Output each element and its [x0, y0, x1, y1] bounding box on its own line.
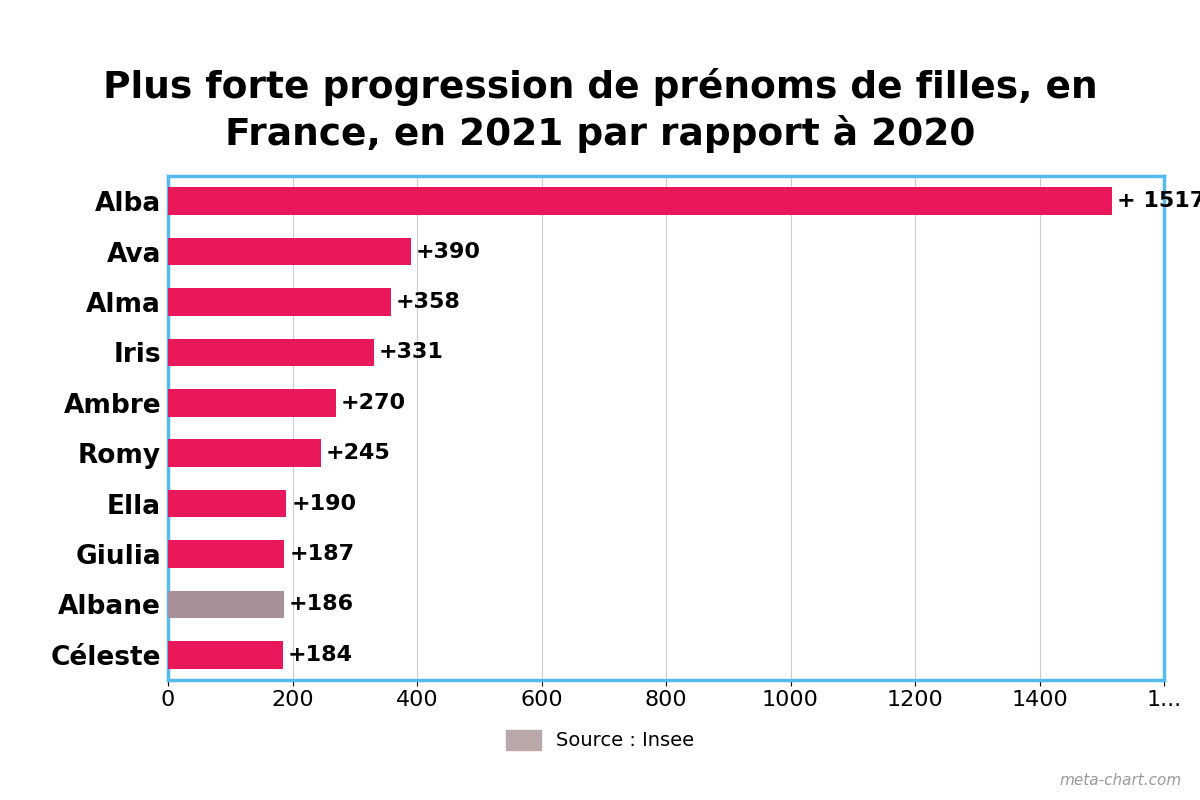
Bar: [168, 338, 374, 366]
Bar: [168, 187, 1112, 215]
Bar: [168, 439, 320, 467]
Text: +184: +184: [288, 645, 353, 665]
Text: +270: +270: [341, 393, 406, 413]
Text: +331: +331: [379, 342, 444, 362]
Text: meta-chart.com: meta-chart.com: [1060, 773, 1182, 788]
Bar: [168, 238, 410, 266]
Text: + 1517: + 1517: [1117, 191, 1200, 211]
Text: Plus forte progression de prénoms de filles, en
France, en 2021 par rapport à 20: Plus forte progression de prénoms de fil…: [103, 68, 1097, 153]
Bar: [168, 540, 284, 568]
Text: +245: +245: [325, 443, 390, 463]
Text: +190: +190: [292, 494, 356, 514]
Legend: Source : Insee: Source : Insee: [498, 722, 702, 758]
Text: +187: +187: [289, 544, 354, 564]
Bar: [168, 288, 391, 316]
Bar: [168, 590, 283, 618]
Bar: [168, 490, 287, 518]
Bar: [168, 641, 282, 669]
Text: +186: +186: [289, 594, 354, 614]
Text: +390: +390: [415, 242, 481, 262]
Bar: [168, 389, 336, 417]
Text: +358: +358: [396, 292, 461, 312]
